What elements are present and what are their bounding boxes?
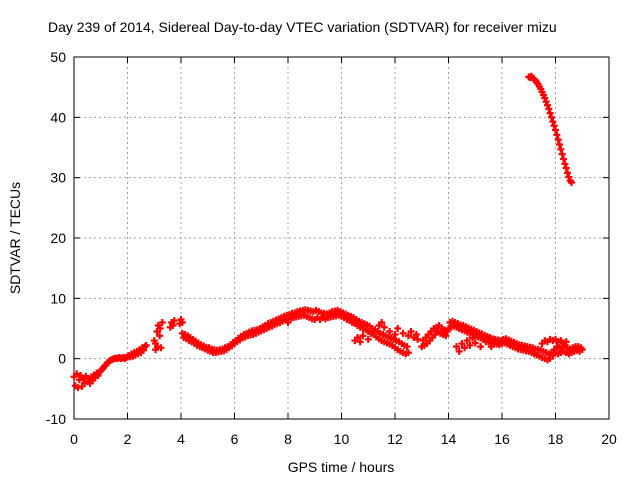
- x-tick-label: 14: [441, 431, 457, 447]
- x-tick-label: 10: [334, 431, 350, 447]
- y-tick-label: 40: [50, 109, 66, 125]
- data-point: [546, 109, 554, 117]
- data-point: [545, 105, 553, 113]
- y-tick-label: 50: [50, 49, 66, 65]
- data-point: [364, 335, 372, 343]
- data-point: [564, 169, 572, 177]
- data-point: [471, 339, 479, 347]
- data-point: [463, 337, 471, 345]
- x-tick-label: 6: [231, 431, 239, 447]
- data-point: [554, 136, 562, 144]
- data-point: [453, 343, 461, 351]
- data-point: [542, 98, 550, 106]
- x-tick-label: 18: [548, 431, 564, 447]
- data-point: [562, 164, 570, 172]
- x-tick-label: 20: [601, 431, 617, 447]
- data-point: [386, 328, 394, 336]
- data-point: [560, 155, 568, 163]
- y-tick-label: -10: [46, 411, 66, 427]
- x-tick-label: 16: [494, 431, 510, 447]
- data-point: [399, 329, 407, 337]
- data-point: [404, 349, 412, 357]
- data-point: [152, 340, 160, 348]
- data-point: [156, 325, 164, 332]
- data-point: [412, 331, 420, 339]
- x-tick-label: 2: [124, 431, 132, 447]
- data-point: [541, 94, 549, 102]
- data-point: [414, 335, 422, 343]
- data-point: [378, 318, 386, 326]
- data-point: [394, 325, 402, 332]
- data-points: [70, 72, 586, 392]
- data-point: [552, 126, 559, 134]
- y-tick-label: 30: [50, 170, 66, 186]
- data-point: [142, 341, 150, 349]
- y-tick-label: 20: [50, 230, 66, 246]
- data-point: [556, 140, 564, 148]
- data-point: [565, 173, 573, 181]
- data-point: [557, 145, 565, 153]
- data-point: [469, 334, 477, 342]
- data-point: [561, 160, 569, 168]
- chart-title: Day 239 of 2014, Sidereal Day-to-day VTE…: [48, 19, 557, 35]
- grid: [74, 57, 609, 419]
- data-point: [466, 341, 474, 349]
- data-point: [442, 332, 450, 340]
- data-point: [178, 318, 186, 326]
- data-point: [482, 338, 490, 346]
- data-point: [94, 372, 102, 380]
- data-point: [140, 346, 148, 354]
- axes: [73, 56, 610, 420]
- y-axis-label: SDTVAR / TECUs: [7, 182, 23, 294]
- data-point: [75, 376, 83, 384]
- data-point: [562, 338, 570, 346]
- data-point: [477, 343, 485, 351]
- data-point: [487, 343, 495, 351]
- data-point: [403, 343, 411, 351]
- data-point: [550, 122, 558, 130]
- data-point: [284, 318, 292, 326]
- data-point: [380, 323, 388, 331]
- x-tick-label: 8: [284, 431, 292, 447]
- data-point: [170, 317, 178, 325]
- y-tick-label: 0: [58, 351, 66, 367]
- data-point: [547, 113, 555, 121]
- data-point: [356, 338, 364, 346]
- data-point: [458, 340, 466, 348]
- data-point: [354, 334, 362, 342]
- data-point: [169, 321, 177, 329]
- data-point: [157, 344, 165, 352]
- data-point: [370, 328, 378, 336]
- data-point: [158, 318, 166, 326]
- data-point: [78, 382, 86, 390]
- data-point: [407, 328, 415, 336]
- data-point: [578, 346, 586, 354]
- data-point: [549, 118, 557, 126]
- data-point: [461, 344, 469, 352]
- data-point: [558, 150, 566, 158]
- data-point: [156, 332, 164, 340]
- x-tick-label: 4: [177, 431, 185, 447]
- y-tick-label: 10: [50, 290, 66, 306]
- data-point: [553, 131, 561, 139]
- data-point: [543, 101, 551, 109]
- x-axis-label: GPS time / hours: [288, 459, 395, 475]
- data-point: [404, 332, 412, 340]
- data-point: [455, 347, 463, 355]
- x-tick-label: 12: [387, 431, 403, 447]
- data-point: [73, 370, 81, 378]
- data-point: [359, 332, 367, 340]
- data-point: [391, 331, 399, 339]
- data-point: [568, 178, 576, 186]
- x-tick-label: 0: [70, 431, 78, 447]
- data-point: [74, 384, 82, 392]
